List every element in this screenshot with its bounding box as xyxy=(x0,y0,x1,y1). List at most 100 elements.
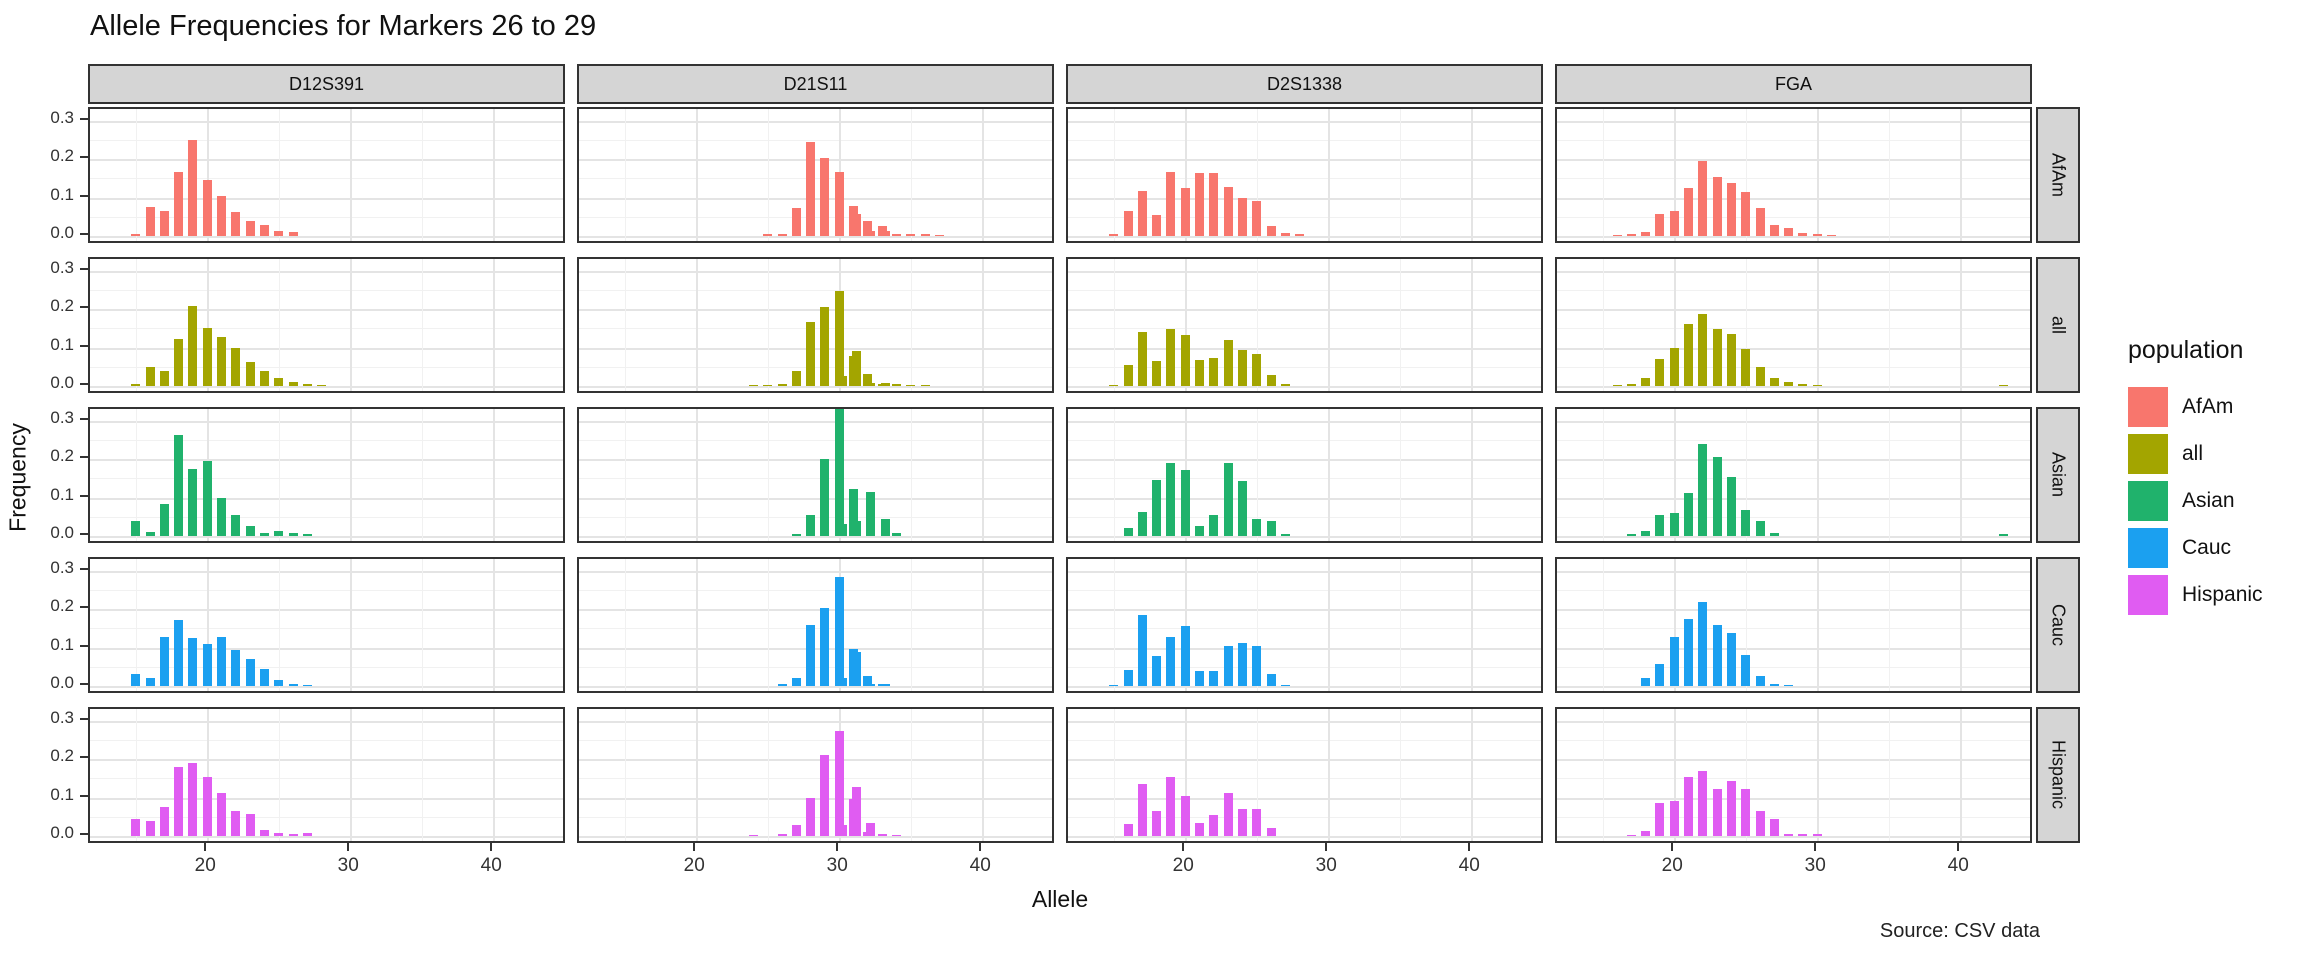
bar xyxy=(1180,469,1190,536)
gridline-v xyxy=(421,259,423,391)
y-tick-label: 0.3 xyxy=(50,257,74,277)
bar xyxy=(806,514,816,536)
x-tick xyxy=(1957,843,1960,851)
y-tick-label: 0.3 xyxy=(50,107,74,127)
gridline-h xyxy=(1068,647,1541,650)
bar xyxy=(851,786,861,836)
bar xyxy=(1755,520,1765,536)
bar xyxy=(1655,664,1665,686)
gridline-v xyxy=(421,109,423,241)
y-tick xyxy=(80,717,88,720)
bar xyxy=(1769,532,1779,536)
bar xyxy=(820,608,830,686)
bar xyxy=(791,534,801,536)
y-tick xyxy=(80,683,88,685)
gridline-h xyxy=(90,570,563,573)
y-tick-label: 0.3 xyxy=(50,707,74,727)
gridline-h xyxy=(90,347,563,350)
y-tick xyxy=(80,533,88,535)
bar xyxy=(159,806,169,836)
bar xyxy=(1769,224,1779,236)
bar xyxy=(231,212,241,236)
bar xyxy=(1223,187,1233,236)
bar xyxy=(1109,684,1119,686)
gridline-v xyxy=(1745,259,1747,391)
gridline-h xyxy=(1068,589,1541,591)
bar xyxy=(288,382,298,386)
bar xyxy=(1669,210,1679,236)
legend-title: population xyxy=(2128,336,2244,364)
bar xyxy=(834,409,844,536)
bar xyxy=(217,792,227,836)
x-tick xyxy=(1325,843,1328,851)
gridline-h xyxy=(1068,759,1541,761)
gridline-h xyxy=(1557,420,2030,423)
bar xyxy=(1137,332,1147,386)
bar xyxy=(866,231,876,236)
bar xyxy=(131,520,141,536)
bar xyxy=(1726,334,1736,386)
bar xyxy=(231,810,241,836)
gridline-v xyxy=(493,259,496,391)
bar xyxy=(259,225,269,236)
bar xyxy=(1166,329,1176,386)
gridline-v xyxy=(1674,559,1677,691)
bar xyxy=(259,669,269,686)
bar xyxy=(748,384,758,386)
source-note: Source: CSV data xyxy=(1879,920,2040,942)
bar xyxy=(849,489,859,536)
bar xyxy=(880,518,890,536)
gridline-h xyxy=(579,536,1052,538)
bar xyxy=(1237,198,1247,236)
x-tick xyxy=(1468,843,1471,851)
gridline-h xyxy=(579,816,1052,818)
gridline-h xyxy=(579,609,1052,611)
bar xyxy=(159,210,169,236)
bar xyxy=(159,637,169,686)
gridline-h xyxy=(1068,347,1541,350)
gridline-h xyxy=(579,759,1052,761)
bar xyxy=(866,823,876,836)
gridline-h xyxy=(1068,816,1541,818)
x-tick xyxy=(490,843,493,851)
bar xyxy=(866,684,876,686)
bar xyxy=(1712,625,1722,686)
facet-panel xyxy=(577,707,1054,843)
facet-column-strip: D2S1338 xyxy=(1066,64,1543,104)
gridline-h xyxy=(1557,270,2030,273)
gridline-h xyxy=(1557,347,2030,350)
gridline-v xyxy=(1471,559,1474,691)
gridline-h xyxy=(90,536,563,538)
gridline-v xyxy=(1745,109,1747,241)
gridline-v xyxy=(350,109,353,241)
bar xyxy=(1123,210,1133,236)
bar xyxy=(1769,818,1779,836)
facet-column-strip: D21S11 xyxy=(577,64,1054,104)
bar xyxy=(820,755,830,836)
gridline-h xyxy=(1557,778,2030,780)
bar xyxy=(1669,800,1679,836)
bar xyxy=(174,766,184,836)
bar xyxy=(1166,637,1176,686)
facet-panel xyxy=(88,107,565,243)
gridline-h xyxy=(1068,328,1541,330)
x-tick-label: 40 xyxy=(1458,855,1480,876)
bar xyxy=(1209,358,1219,386)
bar xyxy=(159,504,169,536)
bar xyxy=(274,833,284,836)
bar xyxy=(1726,477,1736,536)
gridline-v xyxy=(1399,559,1401,691)
gridline-h xyxy=(1557,459,2030,461)
bar xyxy=(302,384,312,386)
gridline-v xyxy=(1817,709,1820,841)
gridline-v xyxy=(1256,109,1258,241)
bar xyxy=(880,684,890,686)
y-tick xyxy=(80,156,88,158)
bar xyxy=(791,207,801,236)
y-tick-label: 0.3 xyxy=(50,557,74,577)
bar xyxy=(288,232,298,236)
bar xyxy=(1266,225,1276,236)
gridline-h xyxy=(579,347,1052,350)
gridline-h xyxy=(579,478,1052,480)
